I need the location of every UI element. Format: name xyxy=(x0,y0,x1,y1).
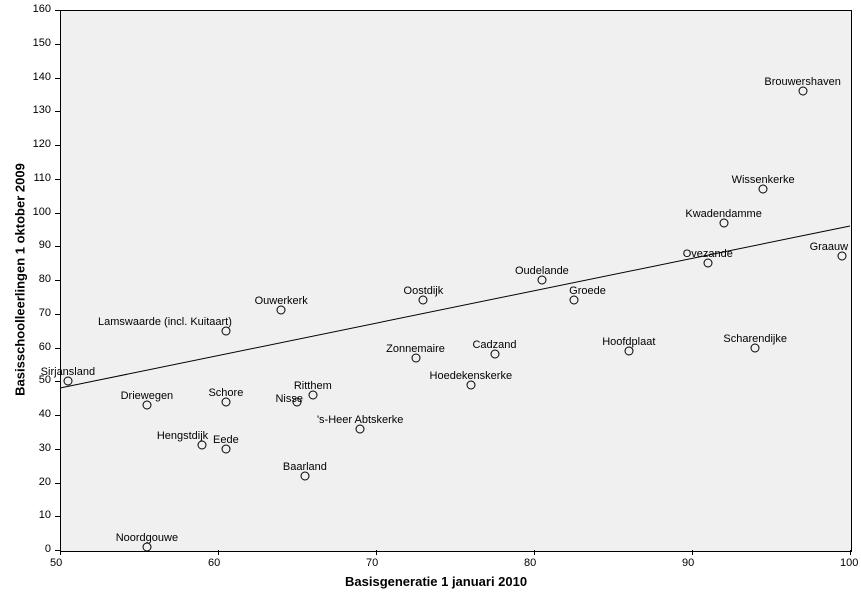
data-point-label: Nisse xyxy=(275,393,303,405)
data-point-label: Wissenkerke xyxy=(732,174,795,186)
data-point-label: 's-Heer Abtskerke xyxy=(317,414,403,426)
y-tick-label: 40 xyxy=(39,408,51,420)
data-point-label: Ritthem xyxy=(294,380,332,392)
x-tick xyxy=(534,550,535,555)
x-tick-label: 50 xyxy=(50,557,62,569)
data-point-label: Hoofdplaat xyxy=(602,336,655,348)
scatter-chart: Basisschoolleerlingen 1 oktober 2009 Bas… xyxy=(0,0,861,596)
y-axis-label: Basisschoolleerlingen 1 oktober 2009 xyxy=(13,150,28,410)
plot-area xyxy=(60,10,852,552)
data-point-label: Baarland xyxy=(283,461,327,473)
x-tick xyxy=(376,550,377,555)
y-tick xyxy=(55,550,60,551)
y-tick-label: 150 xyxy=(33,37,51,49)
data-point-label: Oudelande xyxy=(515,265,569,277)
x-tick-label: 100 xyxy=(840,557,858,569)
data-point-label: Noordgouwe xyxy=(116,532,178,544)
data-point-label: Groede xyxy=(569,285,606,297)
y-tick-label: 90 xyxy=(39,239,51,251)
y-tick-label: 70 xyxy=(39,307,51,319)
data-point-label: Hengstdijk xyxy=(157,430,208,442)
y-tick xyxy=(55,246,60,247)
y-tick-label: 30 xyxy=(39,442,51,454)
y-tick xyxy=(55,280,60,281)
x-tick-label: 90 xyxy=(682,557,694,569)
data-point-label: Brouwershaven xyxy=(764,76,840,88)
y-tick xyxy=(55,348,60,349)
y-tick-label: 10 xyxy=(39,509,51,521)
y-tick xyxy=(55,111,60,112)
y-tick-label: 60 xyxy=(39,341,51,353)
y-tick-label: 100 xyxy=(33,206,51,218)
x-axis-label: Basisgeneratie 1 januari 2010 xyxy=(345,574,527,589)
x-tick xyxy=(60,550,61,555)
y-tick-label: 110 xyxy=(33,172,51,184)
y-tick-label: 20 xyxy=(39,476,51,488)
data-point-label: Ouwerkerk xyxy=(255,295,308,307)
data-point-label: Scharendijke xyxy=(723,333,787,345)
y-tick xyxy=(55,516,60,517)
y-tick xyxy=(55,415,60,416)
y-tick-label: 140 xyxy=(33,71,51,83)
data-point-label: Oostdijk xyxy=(404,285,444,297)
y-tick xyxy=(55,314,60,315)
data-point-label: Cadzand xyxy=(472,339,516,351)
y-tick xyxy=(55,78,60,79)
x-tick-label: 80 xyxy=(524,557,536,569)
data-point-label: Kwadendamme xyxy=(685,208,761,220)
data-point-label: Sirjansland xyxy=(41,366,95,378)
y-tick xyxy=(55,449,60,450)
y-tick xyxy=(55,10,60,11)
data-point-label: Zonnemaire xyxy=(386,343,445,355)
y-tick-label: 130 xyxy=(33,104,51,116)
y-tick xyxy=(55,213,60,214)
data-point-label: Hoedekenskerke xyxy=(430,370,513,382)
y-tick xyxy=(55,145,60,146)
data-point-label: Ovezande xyxy=(683,248,733,260)
data-point-label: Graauw xyxy=(810,241,849,253)
x-tick-label: 70 xyxy=(366,557,378,569)
data-point-label: Eede xyxy=(213,434,239,446)
x-tick xyxy=(218,550,219,555)
y-tick-label: 0 xyxy=(45,543,51,555)
data-point-label: Driewegen xyxy=(121,390,174,402)
y-tick xyxy=(55,381,60,382)
x-tick-label: 60 xyxy=(208,557,220,569)
y-tick xyxy=(55,483,60,484)
y-tick xyxy=(55,179,60,180)
x-tick xyxy=(850,550,851,555)
y-tick-label: 160 xyxy=(33,3,51,15)
data-point-label: Schore xyxy=(208,387,243,399)
data-point-label: Lamswaarde (incl. Kuitaart) xyxy=(98,316,232,328)
y-tick-label: 80 xyxy=(39,273,51,285)
y-tick-label: 120 xyxy=(33,138,51,150)
y-tick xyxy=(55,44,60,45)
x-tick xyxy=(692,550,693,555)
